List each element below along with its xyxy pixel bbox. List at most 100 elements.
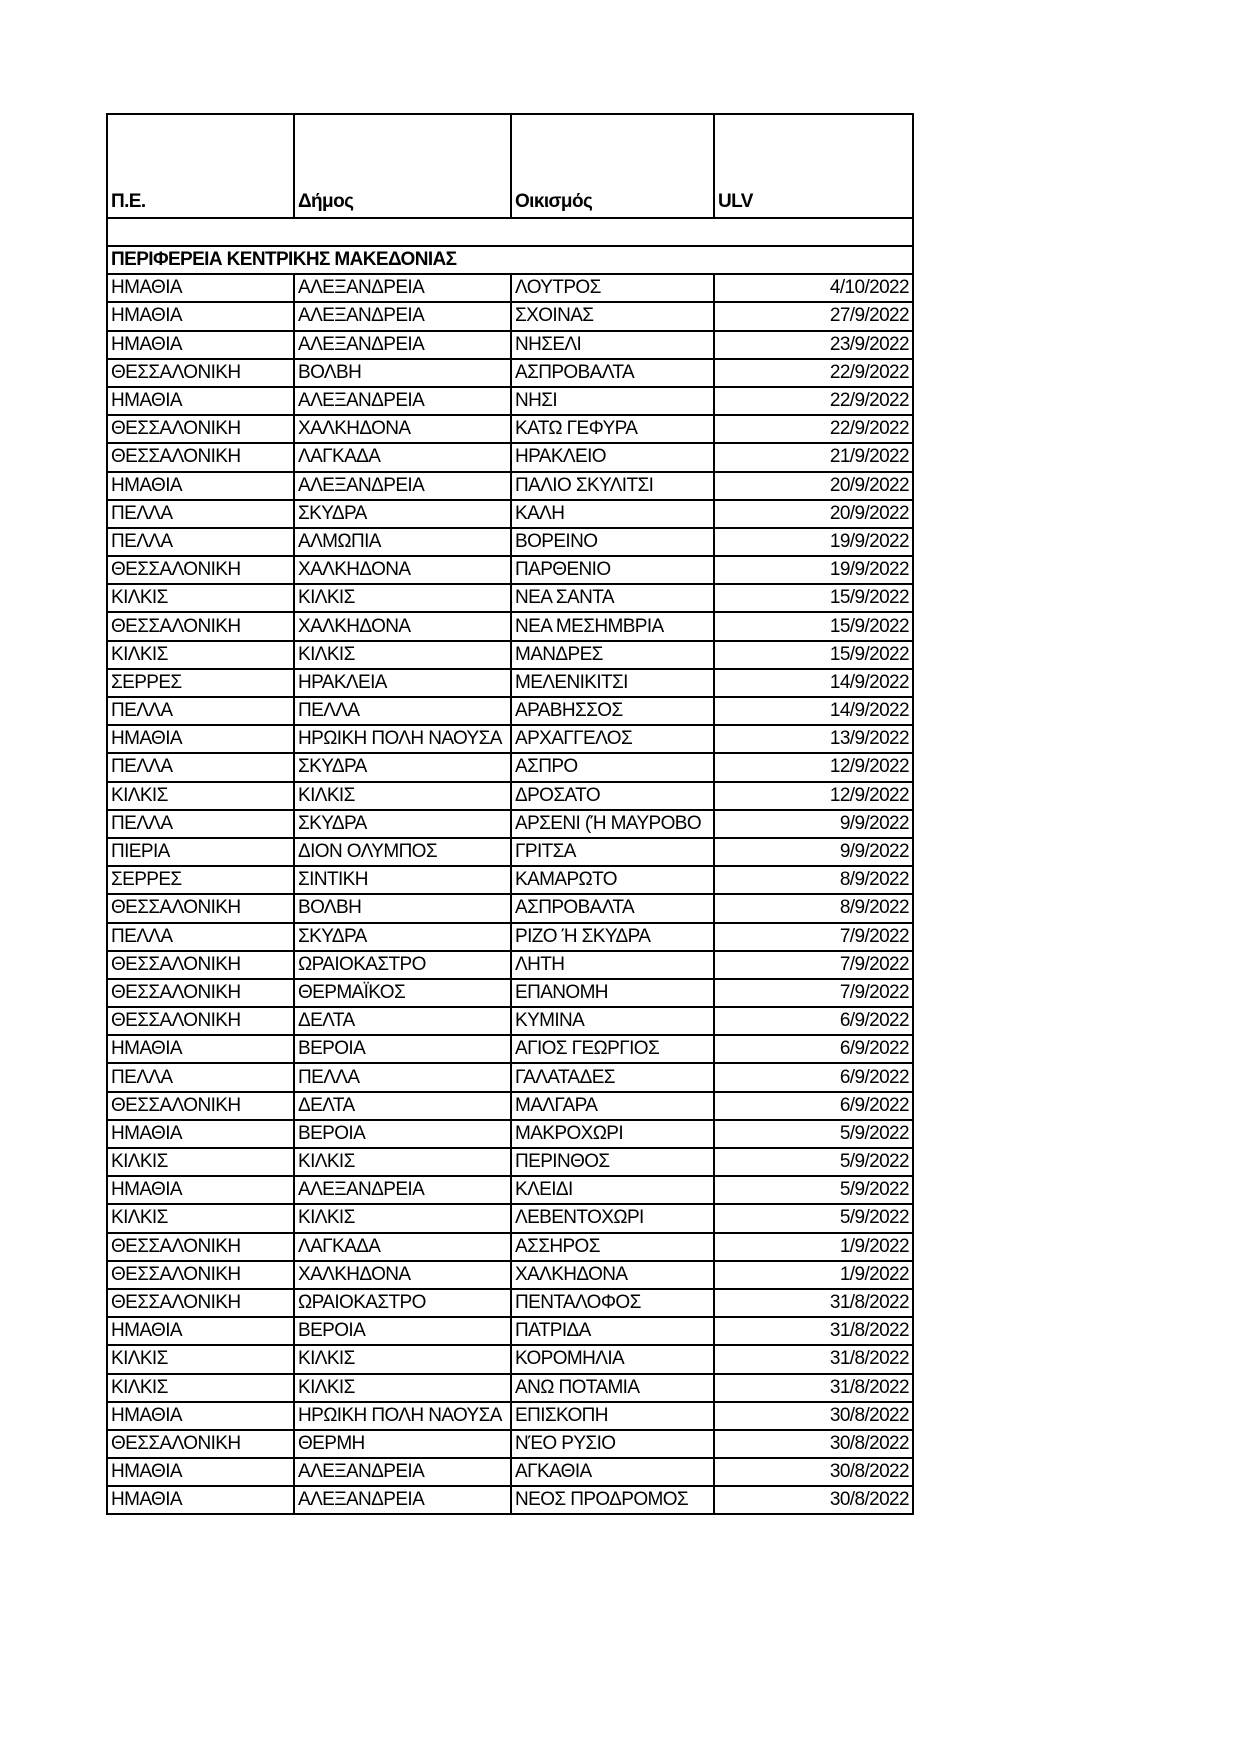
cell-pe: ΚΙΛΚΙΣ — [106, 1203, 295, 1234]
cell-pe: ΗΜΑΘΙΑ — [106, 1316, 295, 1347]
cell-pe: ΗΜΑΘΙΑ — [106, 724, 295, 755]
table-row: ΘΕΣΣΑΛΟΝΙΚΗ ΛΑΓΚΑΔΑ ΑΣΣΗΡΟΣ 1/9/2022 — [106, 1231, 914, 1262]
cell-oikismos: ΔΡΟΣΑΤΟ — [510, 780, 715, 811]
cell-dimos: ΣΚΥΔΡΑ — [293, 752, 512, 783]
cell-dimos: ΚΙΛΚΙΣ — [293, 583, 512, 614]
table-row: ΚΙΛΚΙΣ ΚΙΛΚΙΣ ΑΝΩ ΠΟΤΑΜΙΑ 31/8/2022 — [106, 1372, 914, 1403]
cell-oikismos: ΑΣΣΗΡΟΣ — [510, 1231, 715, 1262]
table-row: ΣΕΡΡΕΣ ΣΙΝΤΙΚΗ ΚΑΜΑΡΩΤΟ 8/9/2022 — [106, 865, 914, 896]
region-title: ΠΕΡΙΦΕΡΕΙΑ ΚΕΝΤΡΙΚΗΣ ΜΑΚΕΔΟΝΙΑΣ — [106, 244, 914, 276]
cell-ulv-date: 30/8/2022 — [713, 1428, 914, 1460]
cell-ulv-date: 9/9/2022 — [713, 836, 914, 868]
cell-oikismos: ΑΓΙΟΣ ΓΕΩΡΓΙΟΣ — [510, 1034, 715, 1065]
cell-ulv-date: 5/9/2022 — [713, 1175, 914, 1206]
cell-oikismos: ΕΠΑΝΟΜΗ — [510, 977, 715, 1009]
cell-dimos: ΚΙΛΚΙΣ — [293, 1344, 512, 1375]
cell-ulv-date: 9/9/2022 — [713, 808, 914, 839]
cell-pe: ΠΕΛΛΑ — [106, 921, 295, 952]
header-oikismos: Οικισμός — [510, 113, 715, 219]
cell-ulv-date: 6/9/2022 — [713, 1006, 914, 1037]
cell-oikismos: ΠΑΡΘΕΝΙΟ — [510, 555, 715, 586]
cell-ulv-date: 12/9/2022 — [713, 752, 914, 783]
cell-oikismos: ΝΕΟΣ ΠΡΟΔΡΟΜΟΣ — [510, 1485, 715, 1516]
table-row: ΠΕΛΛΑ ΠΕΛΛΑ ΑΡΑΒΗΣΣΟΣ 14/9/2022 — [106, 695, 914, 727]
table-row: ΘΕΣΣΑΛΟΝΙΚΗ ΧΑΛΚΗΔΟΝΑ ΚΑΤΩ ΓΕΦΥΡΑ 22/9/2022 — [106, 414, 914, 445]
cell-oikismos: ΠΑΤΡΙΔΑ — [510, 1316, 715, 1347]
table-row: ΗΜΑΘΙΑ ΒΕΡΟΙΑ ΑΓΙΟΣ ΓΕΩΡΓΙΟΣ 6/9/2022 — [106, 1034, 914, 1065]
table-row: ΗΜΑΘΙΑ ΒΕΡΟΙΑ ΠΑΤΡΙΔΑ 31/8/2022 — [106, 1316, 914, 1347]
cell-pe: ΘΕΣΣΑΛΟΝΙΚΗ — [106, 1259, 295, 1290]
table-row: ΚΙΛΚΙΣ ΚΙΛΚΙΣ ΚΟΡΟΜΗΛΙΑ 31/8/2022 — [106, 1344, 914, 1375]
cell-ulv-date: 15/9/2022 — [713, 583, 914, 614]
table-row: ΠΕΛΛΑ ΣΚΥΔΡΑ ΑΣΠΡΟ 12/9/2022 — [106, 752, 914, 783]
cell-ulv-date: 21/9/2022 — [713, 442, 914, 473]
cell-ulv-date: 22/9/2022 — [713, 385, 914, 417]
cell-pe: ΗΜΑΘΙΑ — [106, 470, 295, 501]
blank-row — [106, 217, 914, 247]
cell-oikismos: ΧΑΛΚΗΔΟΝΑ — [510, 1259, 715, 1290]
cell-ulv-date: 27/9/2022 — [713, 301, 914, 332]
cell-pe: ΚΙΛΚΙΣ — [106, 639, 295, 670]
cell-dimos: ΑΛΕΞΑΝΔΡΕΙΑ — [293, 301, 512, 332]
table-row: ΘΕΣΣΑΛΟΝΙΚΗ ΧΑΛΚΗΔΟΝΑ ΠΑΡΘΕΝΙΟ 19/9/2022 — [106, 555, 914, 586]
cell-oikismos: ΠΑΛΙΟ ΣΚΥΛΙΤΣΙ — [510, 470, 715, 501]
cell-dimos: ΩΡΑΙΟΚΑΣΤΡΟ — [293, 1287, 512, 1319]
cell-ulv-date: 8/9/2022 — [713, 893, 914, 924]
cell-ulv-date: 23/9/2022 — [713, 329, 914, 360]
table-row: ΚΙΛΚΙΣ ΚΙΛΚΙΣ ΠΕΡΙΝΘΟΣ 5/9/2022 — [106, 1146, 914, 1178]
cell-dimos: ΛΑΓΚΑΔΑ — [293, 442, 512, 473]
table-row: ΘΕΣΣΑΛΟΝΙΚΗ ΧΑΛΚΗΔΟΝΑ ΝΕΑ ΜΕΣΗΜΒΡΙΑ 15/9/20… — [106, 611, 914, 642]
table-row: ΗΜΑΘΙΑ ΑΛΕΞΑΝΔΡΕΙΑ ΠΑΛΙΟ ΣΚΥΛΙΤΣΙ 20/9/2022 — [106, 470, 914, 501]
cell-dimos: ΧΑΛΚΗΔΟΝΑ — [293, 555, 512, 586]
cell-dimos: ΘΕΡΜΑΪΚΟΣ — [293, 977, 512, 1009]
table-row: ΚΙΛΚΙΣ ΚΙΛΚΙΣ ΝΕΑ ΣΑΝΤΑ 15/9/2022 — [106, 583, 914, 614]
cell-pe: ΘΕΣΣΑΛΟΝΙΚΗ — [106, 949, 295, 980]
cell-oikismos: ΚΥΜΙΝΑ — [510, 1006, 715, 1037]
table-row: ΠΕΛΛΑ ΣΚΥΔΡΑ ΚΑΛΗ 20/9/2022 — [106, 498, 914, 529]
cell-pe: ΘΕΣΣΑΛΟΝΙΚΗ — [106, 1090, 295, 1121]
cell-ulv-date: 5/9/2022 — [713, 1203, 914, 1234]
cell-dimos: ΚΙΛΚΙΣ — [293, 1146, 512, 1178]
cell-pe: ΠΕΛΛΑ — [106, 695, 295, 727]
region-row: ΠΕΡΙΦΕΡΕΙΑ ΚΕΝΤΡΙΚΗΣ ΜΑΚΕΔΟΝΙΑΣ — [106, 244, 914, 276]
table-row: ΠΕΛΛΑ ΣΚΥΔΡΑ ΡΙΖΟ Ή ΣΚΥΔΡΑ 7/9/2022 — [106, 921, 914, 952]
cell-oikismos: ΚΟΡΟΜΗΛΙΑ — [510, 1344, 715, 1375]
cell-dimos: ΚΙΛΚΙΣ — [293, 780, 512, 811]
cell-oikismos: ΑΡΣΕΝΙ (Ή ΜΑΥΡΟΒΟ — [510, 808, 715, 839]
table-row: ΗΜΑΘΙΑ ΑΛΕΞΑΝΔΡΕΙΑ ΝΗΣΕΛΙ 23/9/2022 — [106, 329, 914, 360]
header-pe: Π.Ε. — [106, 113, 295, 219]
cell-oikismos: ΠΕΝΤΑΛΟΦΟΣ — [510, 1287, 715, 1319]
cell-pe: ΗΜΑΘΙΑ — [106, 301, 295, 332]
cell-dimos: ΑΛΕΞΑΝΔΡΕΙΑ — [293, 273, 512, 304]
cell-oikismos: ΑΣΠΡΟΒΑΛΤΑ — [510, 893, 715, 924]
cell-oikismos: ΜΕΛΕΝΙΚΙΤΣΙ — [510, 667, 715, 699]
cell-oikismos: ΜΑΛΓΑΡΑ — [510, 1090, 715, 1121]
cell-ulv-date: 22/9/2022 — [713, 414, 914, 445]
cell-dimos: ΑΛΕΞΑΝΔΡΕΙΑ — [293, 470, 512, 501]
cell-dimos: ΒΟΛΒΗ — [293, 893, 512, 924]
table-row: ΘΕΣΣΑΛΟΝΙΚΗ ΔΕΛΤΑ ΚΥΜΙΝΑ 6/9/2022 — [106, 1006, 914, 1037]
cell-ulv-date: 20/9/2022 — [713, 470, 914, 501]
cell-ulv-date: 30/8/2022 — [713, 1400, 914, 1431]
table-row: ΗΜΑΘΙΑ ΑΛΕΞΑΝΔΡΕΙΑ ΝΕΟΣ ΠΡΟΔΡΟΜΟΣ 30/8/2022 — [106, 1485, 914, 1516]
cell-dimos: ΑΛΕΞΑΝΔΡΕΙΑ — [293, 1175, 512, 1206]
cell-dimos: ΛΑΓΚΑΔΑ — [293, 1231, 512, 1262]
cell-ulv-date: 6/9/2022 — [713, 1062, 914, 1093]
blank-cell — [106, 217, 914, 247]
cell-oikismos: ΗΡΑΚΛΕΙΟ — [510, 442, 715, 473]
cell-pe: ΘΕΣΣΑΛΟΝΙΚΗ — [106, 1428, 295, 1460]
cell-pe: ΚΙΛΚΙΣ — [106, 583, 295, 614]
cell-dimos: ΒΕΡΟΙΑ — [293, 1316, 512, 1347]
table-row: ΠΕΛΛΑ ΣΚΥΔΡΑ ΑΡΣΕΝΙ (Ή ΜΑΥΡΟΒΟ 9/9/2022 — [106, 808, 914, 839]
table-row: ΘΕΣΣΑΛΟΝΙΚΗ ΩΡΑΙΟΚΑΣΤΡΟ ΠΕΝΤΑΛΟΦΟΣ 31/8/202… — [106, 1287, 914, 1319]
cell-oikismos: ΓΑΛΑΤΑΔΕΣ — [510, 1062, 715, 1093]
cell-pe: ΠΕΛΛΑ — [106, 498, 295, 529]
cell-dimos: ΧΑΛΚΗΔΟΝΑ — [293, 414, 512, 445]
cell-pe: ΣΕΡΡΕΣ — [106, 667, 295, 699]
cell-oikismos: ΝΗΣΕΛΙ — [510, 329, 715, 360]
cell-pe: ΘΕΣΣΑΛΟΝΙΚΗ — [106, 414, 295, 445]
cell-dimos: ΣΚΥΔΡΑ — [293, 921, 512, 952]
cell-oikismos: ΑΣΠΡΟ — [510, 752, 715, 783]
cell-pe: ΗΜΑΘΙΑ — [106, 1118, 295, 1150]
table-row: ΘΕΣΣΑΛΟΝΙΚΗ ΘΕΡΜΗ ΝΈΟ ΡΥΣΙΟ 30/8/2022 — [106, 1428, 914, 1460]
